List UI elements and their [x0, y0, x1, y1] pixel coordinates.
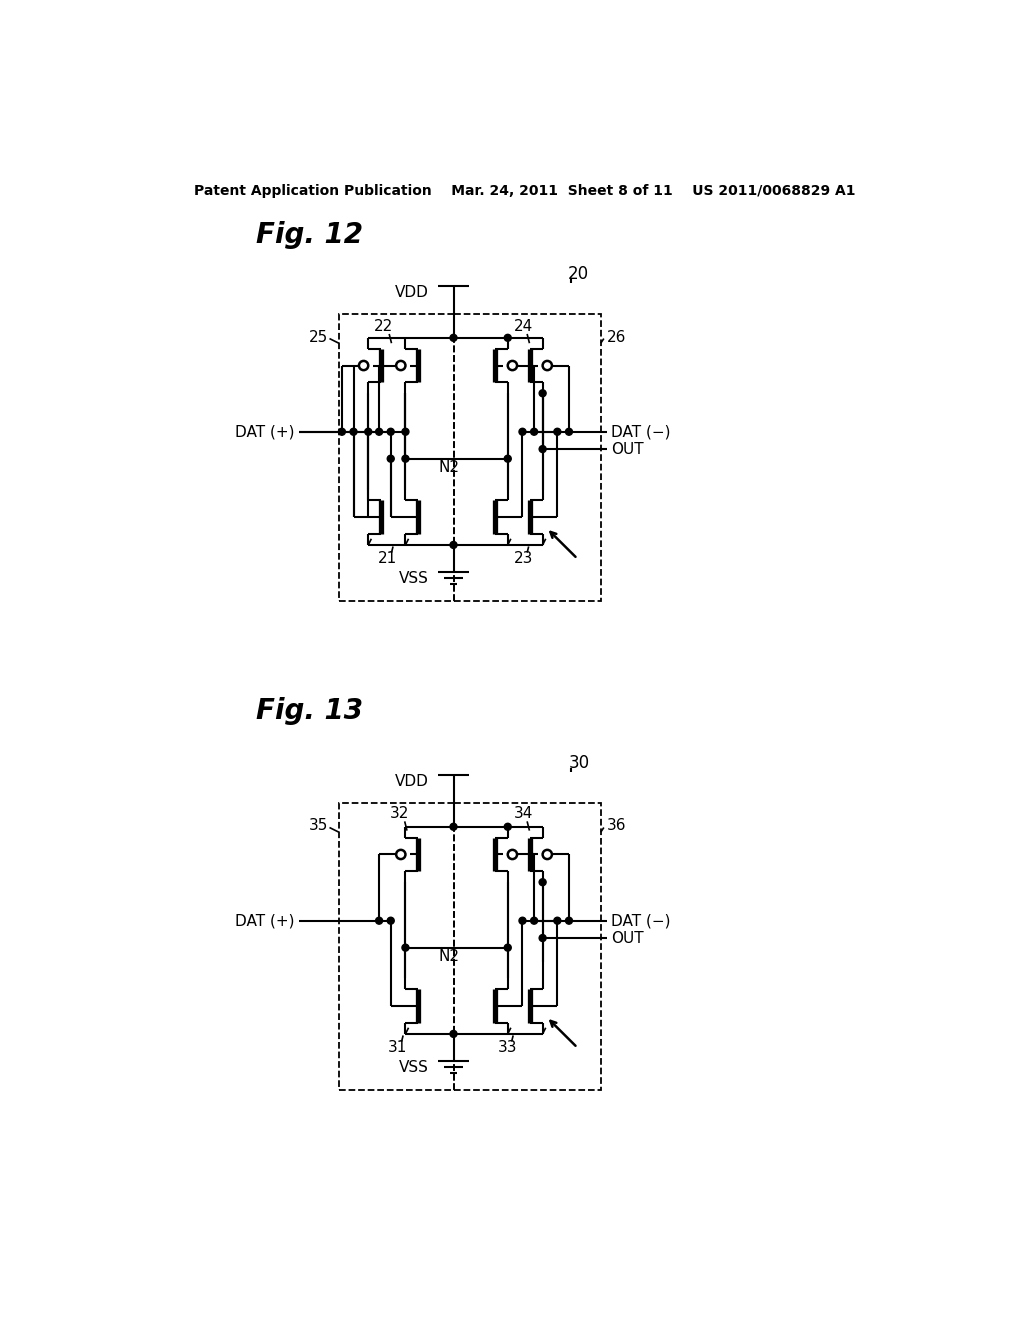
Circle shape: [402, 455, 409, 462]
Text: DAT (+): DAT (+): [236, 424, 295, 440]
Circle shape: [565, 428, 572, 436]
Text: 34: 34: [514, 807, 532, 821]
Circle shape: [565, 917, 572, 924]
Circle shape: [540, 879, 546, 886]
Circle shape: [376, 428, 383, 436]
Text: 22: 22: [374, 318, 393, 334]
Text: VSS: VSS: [398, 1060, 429, 1074]
Circle shape: [376, 917, 383, 924]
Text: VSS: VSS: [398, 570, 429, 586]
Circle shape: [504, 944, 511, 952]
Text: 31: 31: [388, 1040, 408, 1055]
Circle shape: [450, 824, 457, 830]
Text: DAT (−): DAT (−): [611, 424, 671, 440]
Text: OUT: OUT: [611, 442, 643, 457]
Text: OUT: OUT: [611, 931, 643, 945]
Circle shape: [540, 935, 546, 941]
Text: 30: 30: [568, 754, 590, 772]
Text: 35: 35: [308, 818, 328, 833]
Circle shape: [387, 428, 394, 436]
Circle shape: [450, 1031, 457, 1038]
Circle shape: [530, 428, 538, 436]
Text: VDD: VDD: [395, 285, 429, 300]
Text: VDD: VDD: [395, 774, 429, 789]
Text: 33: 33: [498, 1040, 517, 1055]
Text: 26: 26: [607, 330, 627, 345]
Circle shape: [519, 917, 526, 924]
Circle shape: [402, 428, 409, 436]
Text: Fig. 12: Fig. 12: [256, 222, 362, 249]
Circle shape: [530, 917, 538, 924]
Text: 21: 21: [378, 552, 397, 566]
Circle shape: [365, 428, 372, 436]
Text: 23: 23: [514, 552, 532, 566]
Circle shape: [554, 917, 561, 924]
Text: Fig. 13: Fig. 13: [256, 697, 362, 725]
Circle shape: [504, 334, 511, 342]
Text: 20: 20: [568, 265, 590, 282]
Circle shape: [554, 428, 561, 436]
Bar: [454, 314, 601, 601]
Circle shape: [504, 824, 511, 830]
Text: N2: N2: [438, 461, 459, 475]
Circle shape: [402, 944, 409, 952]
Circle shape: [540, 446, 546, 453]
Circle shape: [387, 455, 394, 462]
Text: 24: 24: [514, 318, 532, 334]
Circle shape: [387, 917, 394, 924]
Bar: [454, 803, 601, 1090]
Bar: [339, 314, 454, 601]
Circle shape: [540, 389, 546, 397]
Circle shape: [450, 541, 457, 548]
Circle shape: [350, 428, 357, 436]
Text: DAT (+): DAT (+): [236, 913, 295, 928]
Circle shape: [450, 334, 457, 342]
Circle shape: [519, 428, 526, 436]
Text: 32: 32: [389, 807, 409, 821]
Text: DAT (−): DAT (−): [611, 913, 671, 928]
Text: N2: N2: [438, 949, 459, 965]
Circle shape: [504, 455, 511, 462]
Text: Patent Application Publication    Mar. 24, 2011  Sheet 8 of 11    US 2011/006882: Patent Application Publication Mar. 24, …: [195, 183, 855, 198]
Text: 36: 36: [607, 818, 627, 833]
Bar: [339, 803, 454, 1090]
Text: 25: 25: [308, 330, 328, 345]
Circle shape: [338, 428, 345, 436]
